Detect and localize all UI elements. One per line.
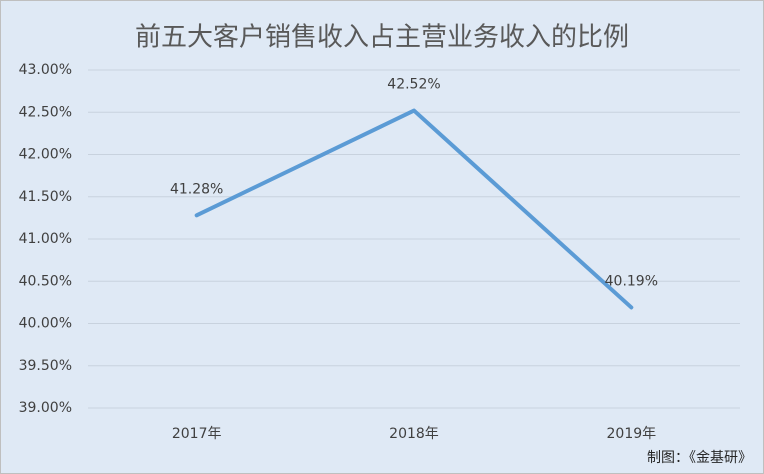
y-tick-label: 42.00% (19, 147, 72, 163)
y-tick-label: 41.00% (19, 231, 72, 247)
data-line (194, 108, 634, 310)
source-note: 制图：《金基研》 (647, 449, 752, 466)
data-label: 41.28% (170, 181, 223, 197)
y-tick-label: 41.50% (19, 189, 72, 205)
y-tick-label: 43.00% (19, 62, 72, 78)
y-tick-label: 39.00% (19, 400, 72, 416)
chart-title: 前五大客户销售收入占主营业务收入的比例 (135, 23, 629, 53)
x-tick-label: 2019年 (607, 426, 657, 442)
data-label: 40.19% (605, 273, 658, 289)
y-tick-label: 42.50% (19, 104, 72, 120)
y-tick-label: 40.00% (19, 316, 72, 332)
x-tick-label: 2018年 (389, 426, 439, 442)
x-tick-label: 2017年 (172, 426, 222, 442)
y-tick-label: 39.50% (19, 358, 72, 374)
data-label: 42.52% (387, 77, 440, 93)
y-tick-label: 40.50% (19, 273, 72, 289)
